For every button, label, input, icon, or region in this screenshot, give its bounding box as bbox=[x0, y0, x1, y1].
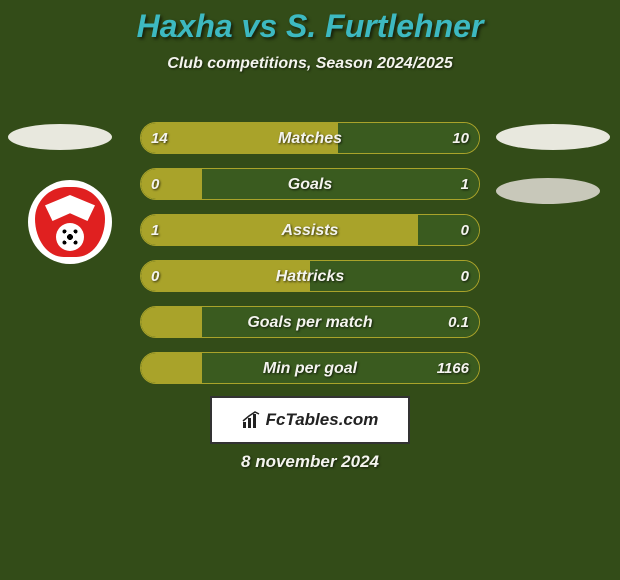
ellipse-top-right bbox=[496, 124, 610, 150]
ellipse-mid-right bbox=[496, 178, 600, 204]
club-badge-left bbox=[28, 180, 112, 264]
stat-bar-left-value: 14 bbox=[151, 123, 168, 154]
stat-bar-label: Goals per match bbox=[141, 307, 479, 338]
chart-icon bbox=[242, 411, 262, 429]
stat-bar-left-value: 1 bbox=[151, 215, 159, 246]
stat-bar-right-value: 1 bbox=[461, 169, 469, 200]
stat-bar: Goals per match0.1 bbox=[140, 306, 480, 338]
comparison-bars: Matches1410Goals01Assists10Hattricks00Go… bbox=[140, 122, 480, 398]
stat-bar: Goals0 1 bbox=[140, 168, 480, 200]
subtitle: Club competitions, Season 2024/2025 bbox=[0, 55, 620, 73]
stat-bar: Assists1 0 bbox=[140, 214, 480, 246]
stat-bar: Matches14 10 bbox=[140, 122, 480, 154]
stat-bar-right-value: 0.1 bbox=[448, 307, 469, 338]
stat-bar-right-value: 0 bbox=[461, 261, 469, 292]
stat-bar-label: Goals bbox=[141, 169, 479, 200]
page-title: Haxha vs S. Furtlehner bbox=[0, 0, 620, 45]
ellipse-top-left bbox=[8, 124, 112, 150]
source-text: FcTables.com bbox=[266, 410, 379, 430]
stat-bar-label: Min per goal bbox=[141, 353, 479, 384]
date-text: 8 november 2024 bbox=[0, 452, 620, 472]
stat-bar-left-value: 0 bbox=[151, 169, 159, 200]
stat-bar-label: Matches bbox=[141, 123, 479, 154]
source-badge: FcTables.com bbox=[210, 396, 410, 444]
comparison-card: Haxha vs S. Furtlehner Club competitions… bbox=[0, 0, 620, 580]
stat-bar: Hattricks0 0 bbox=[140, 260, 480, 292]
stat-bar-label: Hattricks bbox=[141, 261, 479, 292]
stat-bar-right-value: 10 bbox=[452, 123, 469, 154]
stat-bar-label: Assists bbox=[141, 215, 479, 246]
stat-bar-left-value: 0 bbox=[151, 261, 159, 292]
stat-bar-right-value: 1166 bbox=[437, 353, 469, 384]
stat-bar: Min per goal1166 bbox=[140, 352, 480, 384]
stat-bar-right-value: 0 bbox=[461, 215, 469, 246]
